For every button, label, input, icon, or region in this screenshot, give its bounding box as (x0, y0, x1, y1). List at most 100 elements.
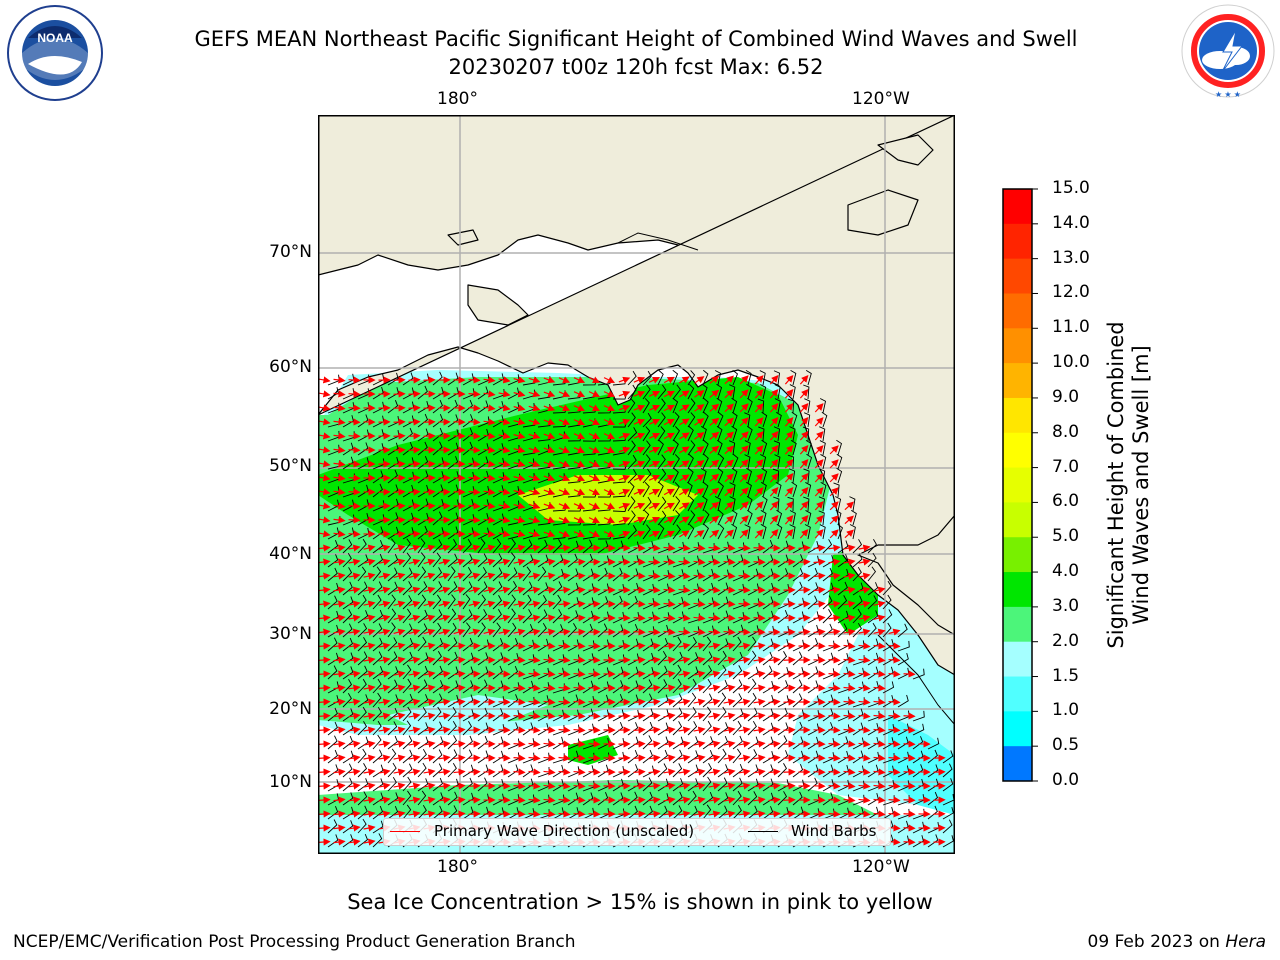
wave-direction-arrow (783, 768, 796, 776)
wave-direction-arrow (633, 656, 646, 664)
wind-barb (627, 582, 639, 596)
wind-barb (806, 453, 813, 470)
wind-barb (672, 439, 679, 456)
wind-barb (729, 384, 736, 400)
wind-barb (717, 453, 725, 470)
wave-direction-arrow (408, 502, 421, 510)
wave-direction-arrow (814, 445, 824, 455)
wind-barb (417, 470, 429, 484)
wave-direction-arrow (318, 656, 331, 664)
wave-direction-arrow (618, 474, 631, 482)
wave-direction-arrow (828, 740, 841, 748)
wind-barb (819, 524, 826, 540)
wave-direction-arrow (633, 600, 646, 608)
wave-direction-arrow (408, 516, 421, 524)
wave-direction-arrow (558, 572, 571, 580)
wind-barb (342, 596, 354, 610)
wave-direction-arrow (408, 558, 421, 566)
wave-direction-arrow (348, 558, 361, 566)
wave-direction-arrow (348, 516, 361, 524)
wave-direction-arrow (618, 418, 631, 426)
wind-barb (462, 581, 473, 596)
colorbar-tick-label: 8.0 (1052, 421, 1080, 442)
wind-barb (744, 524, 751, 540)
colorbar-segment (1003, 711, 1032, 747)
wave-direction-arrow (769, 501, 779, 511)
wave-direction-arrow (679, 530, 690, 538)
colorbar-label-line2: Wind Waves and Swell [m] (1129, 345, 1153, 625)
wave-direction-arrow (513, 670, 526, 678)
colorbar-tick-label: 6.0 (1052, 491, 1080, 512)
wave-direction-arrow (588, 418, 601, 426)
wind-barb (432, 386, 444, 400)
wave-direction-arrow (813, 586, 826, 594)
wind-barb (522, 554, 534, 568)
wave-direction-arrow (513, 404, 526, 412)
wave-direction-arrow (573, 586, 586, 594)
wave-direction-arrow (843, 558, 856, 566)
wave-direction-arrow (799, 430, 809, 441)
wave-direction-arrow (709, 431, 720, 440)
wave-direction-arrow (633, 740, 646, 748)
wave-direction-arrow (903, 768, 916, 776)
wind-barb (507, 608, 516, 624)
wave-direction-arrow (708, 558, 721, 566)
wave-direction-arrow (709, 375, 720, 384)
wave-direction-arrow (588, 684, 601, 692)
wave-direction-arrow (618, 530, 631, 538)
wave-direction-arrow (858, 614, 871, 622)
lon-label-bottom-120w: 120°W (852, 857, 910, 877)
wind-barb (792, 581, 803, 596)
wind-barb (642, 509, 650, 526)
wave-direction-arrow (829, 445, 839, 455)
wave-direction-arrow (468, 698, 481, 706)
wind-barb (432, 609, 443, 624)
wind-barb (447, 387, 459, 400)
wave-direction-arrow (603, 502, 616, 510)
wave-direction-arrow (453, 544, 466, 552)
wave-direction-arrow (724, 501, 734, 511)
wave-direction-arrow (633, 530, 646, 538)
wave-direction-arrow (423, 614, 436, 622)
wind-barb (447, 553, 458, 568)
wind-barb (552, 581, 563, 596)
wind-barb (387, 400, 399, 414)
wind-barb (342, 581, 353, 596)
wave-direction-arrow (799, 486, 809, 497)
wave-direction-arrow (828, 558, 841, 566)
wave-direction-arrow (724, 487, 734, 497)
wave-direction-arrow (588, 768, 601, 776)
wave-direction-arrow (783, 684, 796, 692)
wave-direction-arrow (498, 572, 511, 580)
svg-text:★ ★ ★: ★ ★ ★ (1215, 90, 1241, 99)
wave-direction-arrow (724, 445, 734, 455)
wave-direction-arrow (679, 516, 690, 524)
wind-barb (762, 568, 774, 582)
wind-barb (627, 524, 637, 540)
wave-direction-arrow (423, 558, 436, 566)
colorbar-segment (1003, 293, 1032, 329)
wave-direction-arrow (318, 782, 331, 790)
wave-direction-arrow (468, 488, 481, 496)
wind-barb (387, 581, 398, 596)
wave-direction-arrow (438, 544, 451, 552)
wind-barb (772, 468, 780, 484)
wave-direction-arrow (708, 586, 721, 594)
wave-direction-arrow (858, 544, 871, 552)
wave-direction-arrow (813, 614, 826, 622)
wind-barb (687, 495, 695, 512)
wind-barb (372, 553, 384, 568)
wave-direction-arrow (858, 572, 871, 580)
wave-direction-arrow (784, 388, 794, 399)
wave-direction-arrow (739, 431, 749, 441)
wind-barb (417, 441, 428, 456)
wave-direction-arrow (828, 586, 841, 594)
wave-direction-arrow (498, 586, 511, 594)
wave-direction-arrow (348, 600, 361, 608)
wind-barb (342, 442, 354, 456)
wind-barb (417, 525, 428, 540)
wind-barb (402, 567, 413, 582)
wind-barb (804, 524, 811, 540)
wind-barb (819, 426, 826, 442)
wind-barb (567, 540, 579, 554)
